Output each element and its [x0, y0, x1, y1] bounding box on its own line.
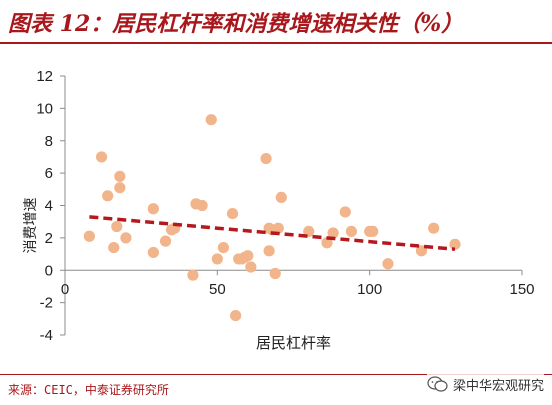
x-axis-title: 居民杠杆率 — [256, 335, 331, 352]
trendline — [89, 215, 456, 251]
data-point — [111, 220, 123, 233]
source-note: 来源：CEIC，中泰证券研究所 — [8, 383, 169, 397]
data-point — [102, 190, 114, 202]
data-point — [211, 253, 223, 265]
data-point — [147, 203, 159, 215]
data-point — [303, 225, 315, 237]
x-tick-label: 100 — [357, 281, 382, 298]
x-tick-label: 0 — [61, 281, 69, 298]
trendline-group — [89, 215, 456, 251]
data-point — [114, 170, 126, 182]
chart-area: -4 -2 0 2 4 6 8 10 12 0 50 100 150 消费增速居民杠杆率 — [0, 44, 552, 374]
data-point — [449, 238, 461, 250]
data-point — [147, 246, 159, 259]
data-point — [367, 225, 379, 237]
data-point — [120, 232, 132, 244]
y-tick-label: 2 — [45, 230, 53, 247]
y-tick-label: 4 — [45, 198, 53, 215]
data-point — [269, 267, 281, 280]
data-point — [230, 309, 242, 322]
data-point — [428, 222, 440, 234]
data-point — [345, 225, 357, 237]
figure-title: 图表 12：居民杠杆率和消费增速相关性（%） — [8, 11, 464, 37]
data-point — [159, 235, 172, 247]
data-point — [187, 269, 199, 281]
data-point — [83, 230, 95, 242]
data-point — [114, 182, 126, 194]
data-point — [263, 245, 275, 257]
x-tick-label: 50 — [209, 281, 226, 298]
data-point — [272, 222, 284, 234]
data-point — [95, 151, 108, 163]
y-tick-label: 8 — [45, 133, 53, 150]
y-tick-label: 10 — [36, 100, 53, 117]
axes — [60, 75, 523, 336]
data-point — [260, 152, 272, 165]
data-point — [242, 250, 254, 262]
watermark-text: 梁中华宏观研究 — [452, 378, 544, 394]
data-points — [83, 114, 461, 322]
data-point — [205, 114, 217, 126]
data-point — [108, 241, 120, 254]
watermark: 梁中华宏观研究 — [426, 371, 544, 397]
figure-header: 图表 12：居民杠杆率和消费增速相关性（%） — [0, 0, 552, 44]
data-point — [245, 261, 257, 273]
data-point — [327, 227, 339, 239]
y-tick-label: -4 — [40, 327, 53, 344]
data-point — [217, 241, 230, 254]
y-axis-title: 消费增速 — [22, 198, 38, 254]
y-tick-label: -2 — [40, 295, 53, 312]
x-tick-label: 150 — [509, 281, 534, 298]
data-point — [339, 206, 351, 218]
y-tick-label: 12 — [36, 68, 53, 85]
data-point — [196, 199, 208, 212]
data-point — [275, 191, 287, 204]
wechat-icon — [427, 376, 448, 392]
footer-divider — [0, 374, 552, 375]
y-tick-label: 6 — [45, 165, 53, 182]
y-tick-label: 0 — [45, 262, 53, 279]
title-divider — [0, 42, 552, 44]
data-point — [321, 237, 333, 249]
data-point — [382, 258, 394, 270]
data-point — [226, 207, 239, 220]
